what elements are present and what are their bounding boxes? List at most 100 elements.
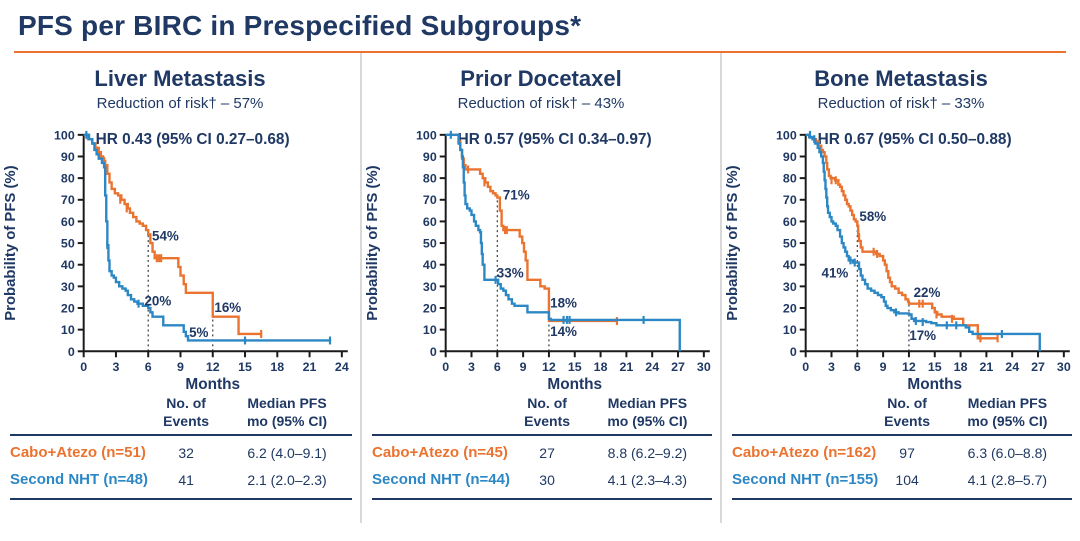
median-pfs-value: 8.8 (6.2–9.2)	[607, 444, 688, 461]
arm-label: Second NHT (n=44)	[372, 471, 510, 488]
y-tick-label: 40	[423, 258, 437, 272]
x-tick-label: 21	[303, 360, 317, 374]
x-tick-label: 27	[671, 360, 685, 374]
y-tick-label: 50	[783, 237, 797, 251]
percent-annotation: 41%	[822, 265, 849, 280]
table-row: Second NHT (n=44) 30 4.1 (2.3–4.3)	[372, 466, 712, 493]
cabo-atezo-curve	[83, 133, 263, 336]
y-tick-label: 0	[790, 345, 797, 359]
summary-table-body: Cabo+Atezo (n=45) 27 8.8 (6.2–9.2) Secon…	[372, 436, 712, 500]
percent-annotation: 5%	[189, 325, 208, 340]
second-nht-curve	[445, 133, 681, 352]
x-tick-label: 3	[828, 360, 835, 374]
table-row: Second NHT (n=48) 41 2.1 (2.0–2.3)	[10, 466, 352, 493]
slide-title: PFS per BIRC in Prespecified Subgroups*	[18, 10, 582, 41]
panel-prior-docetaxel: Prior Docetaxel Reduction of risk† – 43%…	[360, 53, 720, 523]
summary-table-header: No. of Events Median PFS mo (95% CI)	[372, 395, 712, 436]
y-tick-label: 90	[783, 150, 797, 164]
summary-table-header: No. of Events Median PFS mo (95% CI)	[10, 395, 352, 436]
summary-table-body: Cabo+Atezo (n=51) 32 6.2 (4.0–9.1) Secon…	[10, 436, 352, 500]
x-tick-label: 24	[1005, 360, 1019, 374]
y-tick-label: 80	[783, 172, 797, 186]
x-tick-label: 0	[802, 360, 809, 374]
percent-annotation: 22%	[914, 285, 941, 300]
col-header-median-line2: mo (95% CI)	[967, 412, 1048, 429]
col-header-median-line2: mo (95% CI)	[607, 412, 688, 429]
col-header-events: No. of Events	[150, 395, 222, 430]
y-tick-label: 40	[783, 258, 797, 272]
panel-title: Liver Metastasis	[94, 66, 266, 91]
hazard-ratio-label: HR 0.57 (95% CI 0.34–0.97)	[458, 131, 652, 148]
col-header-median: Median PFS mo (95% CI)	[943, 395, 1072, 430]
percent-annotation: 33%	[497, 265, 524, 280]
y-tick-label: 20	[423, 301, 437, 315]
y-tick-label: 0	[430, 345, 437, 359]
arm-label: Cabo+Atezo (n=45)	[372, 444, 508, 461]
col-header-events-line1: No. of	[527, 395, 567, 411]
x-axis-label: Months	[547, 376, 602, 393]
events-value: 104	[895, 471, 919, 488]
y-tick-label: 10	[61, 323, 75, 337]
summary-table: No. of Events Median PFS mo (95% CI) Cab…	[372, 395, 712, 500]
panel-title: Bone Metastasis	[814, 66, 988, 91]
summary-table: No. of Events Median PFS mo (95% CI) Cab…	[10, 395, 352, 500]
col-header-median-line1: Median PFS	[247, 395, 327, 411]
y-tick-label: 40	[61, 258, 75, 272]
hazard-ratio-label: HR 0.43 (95% CI 0.27–0.68)	[96, 131, 290, 148]
col-header-events-line2: Events	[884, 412, 931, 429]
x-tick-label: 18	[594, 360, 608, 374]
y-tick-label: 80	[61, 172, 75, 186]
x-tick-label: 30	[697, 360, 711, 374]
col-header-events-line2: Events	[163, 412, 210, 429]
col-header-events-line2: Events	[524, 412, 571, 429]
percent-annotation: 14%	[550, 324, 577, 339]
x-tick-label: 6	[494, 360, 501, 374]
y-tick-label: 30	[783, 280, 797, 294]
x-tick-label: 12	[542, 360, 556, 374]
y-tick-label: 30	[61, 280, 75, 294]
y-tick-label: 90	[423, 150, 437, 164]
percent-annotation: 18%	[550, 296, 577, 311]
table-row: Cabo+Atezo (n=162) 97 6.3 (6.0–8.8)	[732, 439, 1072, 466]
slide-header: PFS per BIRC in Prespecified Subgroups*	[0, 0, 1080, 42]
x-tick-label: 3	[112, 360, 119, 374]
x-tick-label: 0	[442, 360, 449, 374]
y-tick-label: 10	[783, 323, 797, 337]
x-tick-label: 15	[238, 360, 252, 374]
risk-reduction-subtitle: Reduction of risk† – 43%	[457, 95, 625, 112]
table-row: Second NHT (n=155) 104 4.1 (2.8–5.7)	[732, 466, 1072, 493]
col-header-median-line1: Median PFS	[967, 395, 1048, 411]
col-header-events-line1: No. of	[887, 395, 927, 411]
cabo-atezo-curve	[805, 133, 999, 340]
events-value: 97	[899, 444, 915, 461]
x-tick-label: 21	[979, 360, 993, 374]
arm-label: Second NHT (n=48)	[10, 471, 148, 488]
y-tick-label: 80	[423, 172, 437, 186]
y-tick-label: 70	[783, 193, 797, 207]
x-tick-label: 3	[468, 360, 475, 374]
col-header-median-line2: mo (95% CI)	[246, 412, 328, 429]
x-tick-label: 9	[520, 360, 527, 374]
arm-label: Second NHT (n=155)	[732, 471, 879, 488]
second-nht-curve	[805, 133, 1041, 352]
risk-reduction-subtitle: Reduction of risk† – 33%	[817, 95, 985, 112]
y-tick-label: 60	[423, 215, 437, 229]
y-tick-label: 50	[61, 237, 75, 251]
x-tick-label: 24	[645, 360, 659, 374]
y-tick-label: 70	[61, 193, 75, 207]
percent-annotation: 16%	[214, 300, 241, 315]
y-axis-label: Probability of PFS (%)	[725, 165, 741, 320]
y-axis-label: Probability of PFS (%)	[365, 165, 381, 320]
cabo-atezo-curve	[445, 133, 618, 323]
col-header-median: Median PFS mo (95% CI)	[222, 395, 352, 430]
subgroup-panels: Liver Metastasis Reduction of risk† – 57…	[0, 53, 1080, 523]
y-tick-label: 20	[61, 301, 75, 315]
y-tick-label: 30	[423, 280, 437, 294]
median-pfs-value: 4.1 (2.3–4.3)	[607, 471, 688, 488]
y-tick-label: 60	[783, 215, 797, 229]
events-value: 32	[178, 444, 194, 461]
panel-bone-metastasis: Bone Metastasis Reduction of risk† – 33%…	[720, 53, 1080, 523]
x-tick-label: 12	[902, 360, 916, 374]
y-axis-label: Probability of PFS (%)	[3, 165, 19, 320]
